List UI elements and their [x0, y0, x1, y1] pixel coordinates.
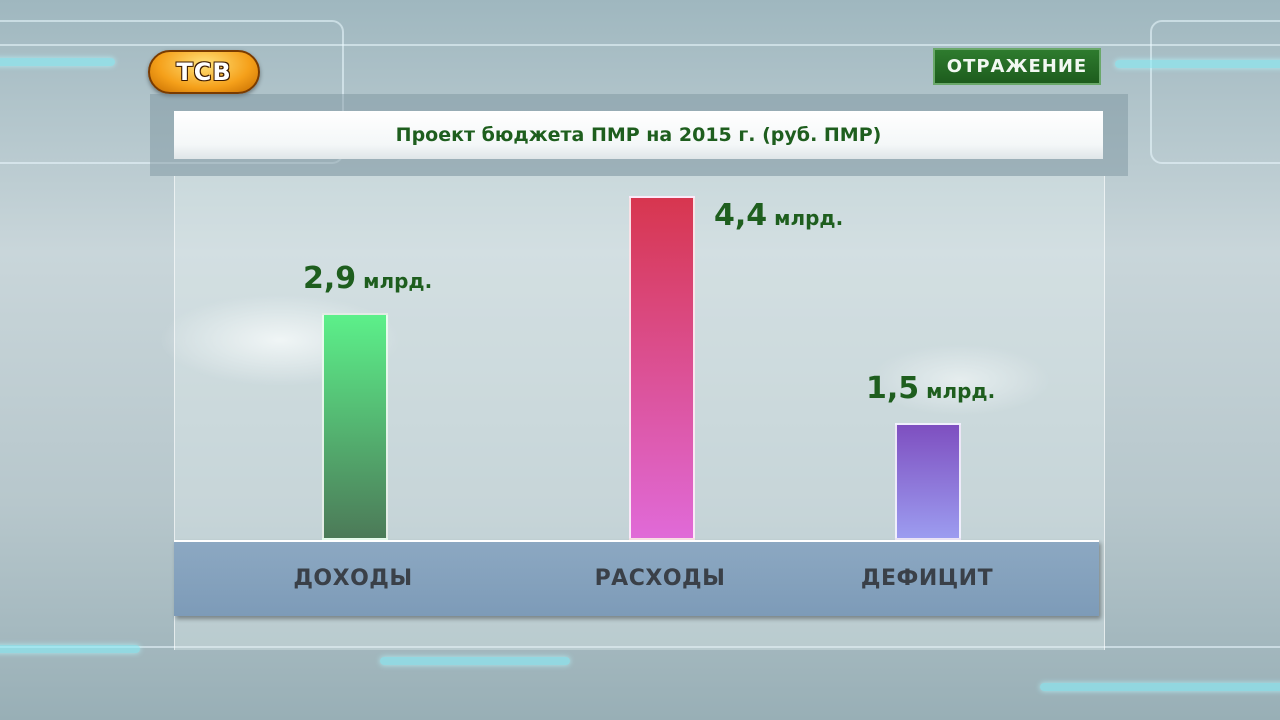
- data-label-income: 2,9 млрд.: [303, 261, 432, 296]
- chart-title-bar: Проект бюджета ПМР на 2015 г. (руб. ПМР): [174, 111, 1103, 159]
- category-label-income: ДОХОДЫ: [293, 566, 413, 591]
- data-label-expenses: 4,4 млрд.: [714, 198, 843, 233]
- bar-deficit: [895, 423, 961, 540]
- data-label-value: 1,5: [866, 371, 920, 406]
- bar-income: [322, 313, 388, 540]
- channel-logo-text: ТСВ: [176, 58, 232, 86]
- category-axis-band: [174, 540, 1099, 616]
- program-badge: ОТРАЖЕНИЕ: [933, 48, 1101, 85]
- category-label-expenses: РАСХОДЫ: [594, 566, 726, 591]
- data-label-unit: млрд.: [919, 379, 996, 403]
- chart-title: Проект бюджета ПМР на 2015 г. (руб. ПМР): [395, 124, 882, 146]
- data-label-deficit: 1,5 млрд.: [866, 371, 995, 406]
- data-label-unit: млрд.: [356, 269, 433, 293]
- data-label-value: 2,9: [303, 261, 357, 296]
- bar-expenses: [629, 196, 695, 540]
- category-label-deficit: ДЕФИЦИТ: [860, 566, 994, 591]
- channel-logo: ТСВ: [148, 50, 260, 94]
- data-label-unit: млрд.: [767, 206, 844, 230]
- data-label-value: 4,4: [714, 198, 768, 233]
